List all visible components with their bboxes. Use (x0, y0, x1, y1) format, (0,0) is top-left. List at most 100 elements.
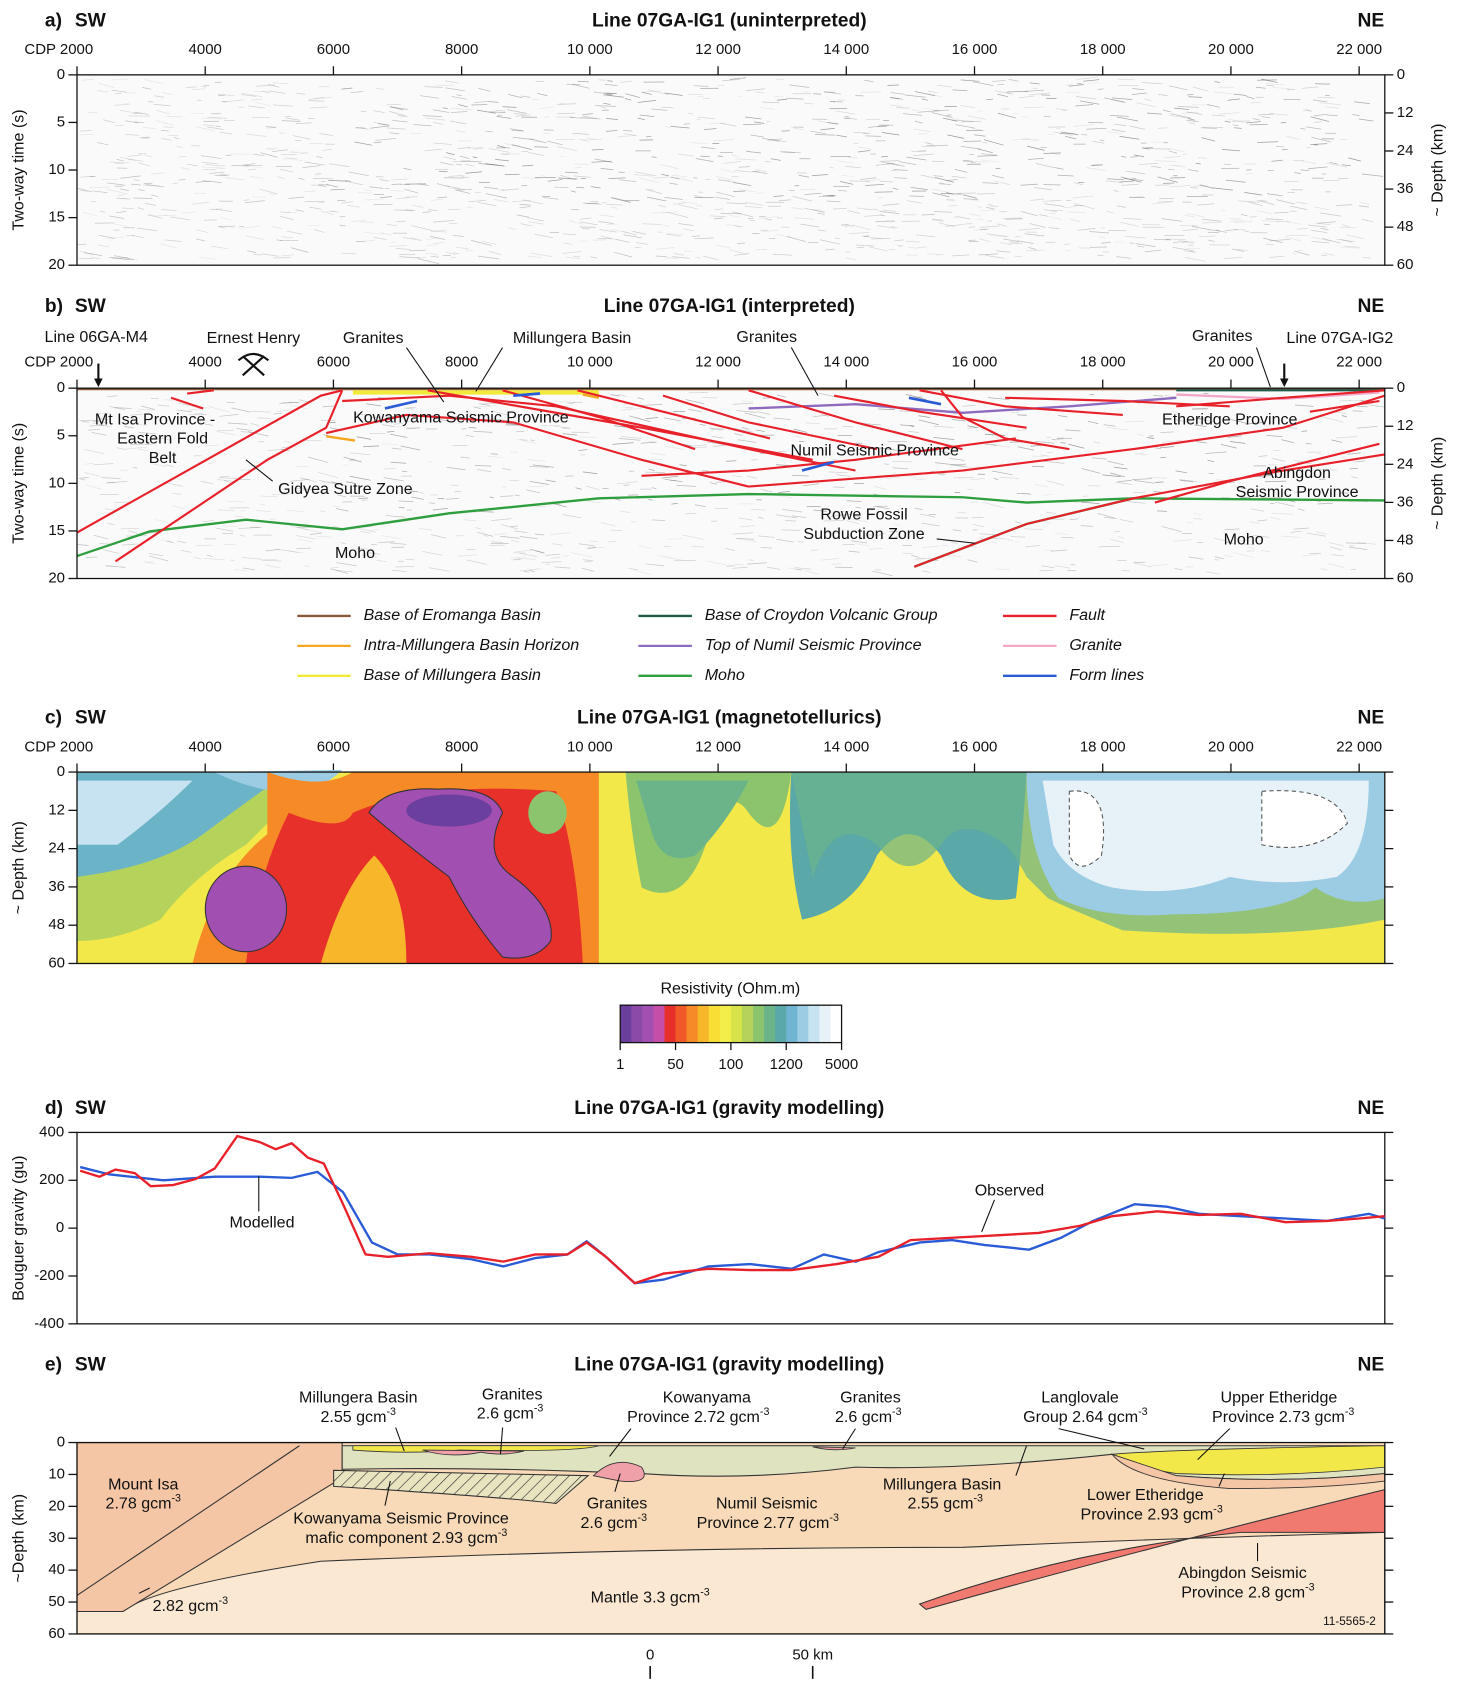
y-tick-label: 20 (48, 1497, 65, 1514)
seismic-trace (657, 232, 663, 233)
legend-label: Base of Millungera Basin (364, 666, 541, 684)
colorbar-cell (631, 1005, 642, 1042)
panel-title: Line 07GA-IG1 (uninterpreted) (592, 10, 867, 31)
y-tick-label: 10 (48, 1465, 65, 1482)
annotation-text: Abingdon Seismic (1178, 1564, 1306, 1582)
x-tick-label: 12 000 (695, 353, 741, 370)
seismic-trace (971, 517, 983, 518)
annotation: Eastern Fold (117, 430, 208, 448)
x-tick-label: 22 000 (1336, 41, 1382, 58)
annotation: Lower Etheridge (1087, 1486, 1204, 1504)
annotation: 2.55 gcm-3 (320, 1406, 396, 1426)
annotation: Etheridge Province (1162, 410, 1298, 428)
seismic-trace (1277, 221, 1290, 222)
seismic-trace (313, 178, 334, 179)
x-tick-label: CDP 2000 (24, 41, 93, 58)
annotation-text: Group 2.64 gcm (1023, 1408, 1138, 1426)
annotation-text: 2.55 gcm (320, 1408, 386, 1426)
colorbar-cell (786, 1005, 797, 1042)
seismic-trace (578, 81, 589, 82)
annotation: Millungera Basin (299, 1389, 418, 1407)
leader-line (982, 1200, 995, 1232)
y-tick-label: 60 (48, 954, 65, 971)
annotation: Line 06GA-M4 (45, 328, 148, 346)
ne-label: NE (1358, 296, 1385, 317)
superscript: -3 (534, 1403, 544, 1415)
x-tick-label: 18 000 (1080, 738, 1126, 755)
superscript: -3 (1305, 1581, 1315, 1593)
colorbar-cell (709, 1005, 720, 1042)
y-tick-label: 60 (1397, 256, 1414, 273)
gravity-line (80, 1136, 1385, 1283)
annotation-text: 11-5565-2 (1323, 1615, 1376, 1628)
colorbar-cell (642, 1005, 653, 1042)
annotation-text: 2.55 gcm (908, 1495, 974, 1513)
annotation: Kowanyama Seismic Province (353, 408, 569, 426)
x-tick-label: 16 000 (952, 738, 998, 755)
legend-label: Base of Eromanga Basin (364, 606, 541, 624)
annotation: Subduction Zone (803, 525, 924, 543)
annotation: Rowe Fossil (820, 506, 907, 524)
y-tick-label: 20 (48, 256, 65, 273)
seismic-trace (645, 472, 665, 473)
annotation: 2.6 gcm-3 (835, 1406, 902, 1426)
y-tick-label: 0 (57, 1433, 65, 1450)
x-tick-label: 10 000 (567, 738, 613, 755)
annotation-text: Granites (482, 1386, 543, 1404)
seismic-trace (257, 418, 271, 419)
y-tick-label: 0 (56, 1219, 64, 1236)
seismic-trace (1005, 219, 1023, 220)
seismic-trace (534, 147, 548, 148)
panel-a (77, 75, 1385, 265)
seismic-trace (991, 206, 998, 207)
annotation: Kowanyama Seismic Province (293, 1510, 509, 1528)
annotation: Granites (736, 328, 797, 346)
annotation-text: Millungera Basin (883, 1476, 1002, 1494)
colorbar-title: Resistivity (Ohm.m) (660, 979, 800, 997)
axis-label: Bouguer gravity (gu) (9, 1156, 27, 1301)
annotation-text: Province 2.72 gcm (627, 1408, 760, 1426)
annotation: Granites (1192, 327, 1253, 345)
annotation-text: Granites (587, 1495, 648, 1513)
annotation-text: mafic component 2.93 gcm (305, 1529, 497, 1547)
seismic-trace (308, 101, 324, 102)
arrow-head (94, 379, 103, 388)
superscript: -3 (219, 1595, 229, 1607)
seismic-trace (1249, 217, 1256, 218)
x-tick-label: CDP 2000 (24, 353, 93, 370)
sw-label: SW (75, 10, 107, 31)
leader-line (1256, 348, 1270, 388)
x-tick-label: 4000 (189, 353, 222, 370)
seismic-trace (337, 200, 345, 201)
y-tick-label: 12 (1397, 417, 1414, 434)
colorbar-cell (742, 1005, 753, 1042)
y-tick-label: 40 (48, 1561, 65, 1578)
ne-label: NE (1358, 10, 1385, 31)
seismic-trace (216, 126, 221, 127)
panel-letter: e) (45, 1355, 62, 1376)
annotation: Province 2.77 gcm-3 (697, 1512, 839, 1532)
ne-label: NE (1358, 708, 1385, 729)
x-tick-label: 20 000 (1208, 738, 1254, 755)
colorbar-cell (620, 1005, 631, 1042)
y-tick-label: 5 (57, 427, 65, 444)
annotation: Seismic Province (1236, 483, 1359, 501)
y-tick-label: 48 (48, 916, 65, 933)
y-tick-label: 60 (1397, 569, 1414, 586)
annotation: 2.55 gcm-3 (908, 1492, 984, 1512)
seismic-trace (684, 251, 692, 252)
annotation-text: Province 2.93 gcm (1081, 1505, 1214, 1523)
x-tick-label: 10 000 (567, 41, 613, 58)
colorbar-cell (764, 1005, 775, 1042)
y-tick-label: 0 (1397, 66, 1405, 83)
x-tick-label: 10 000 (567, 353, 613, 370)
colorbar-tick-label: 50 (667, 1056, 684, 1073)
annotation: mafic component 2.93 gcm-3 (305, 1527, 507, 1547)
seismic-trace (1011, 537, 1025, 538)
annotation: Group 2.64 gcm-3 (1023, 1406, 1148, 1426)
annotation: Granites (482, 1386, 543, 1404)
annotation-text: 2.78 gcm (106, 1495, 172, 1513)
page: a)SWLine 07GA-IG1 (uninterpreted)NECDP 2… (0, 0, 1465, 1681)
colorbar-cell (676, 1005, 687, 1042)
annotation: Kowanyama (663, 1389, 751, 1407)
